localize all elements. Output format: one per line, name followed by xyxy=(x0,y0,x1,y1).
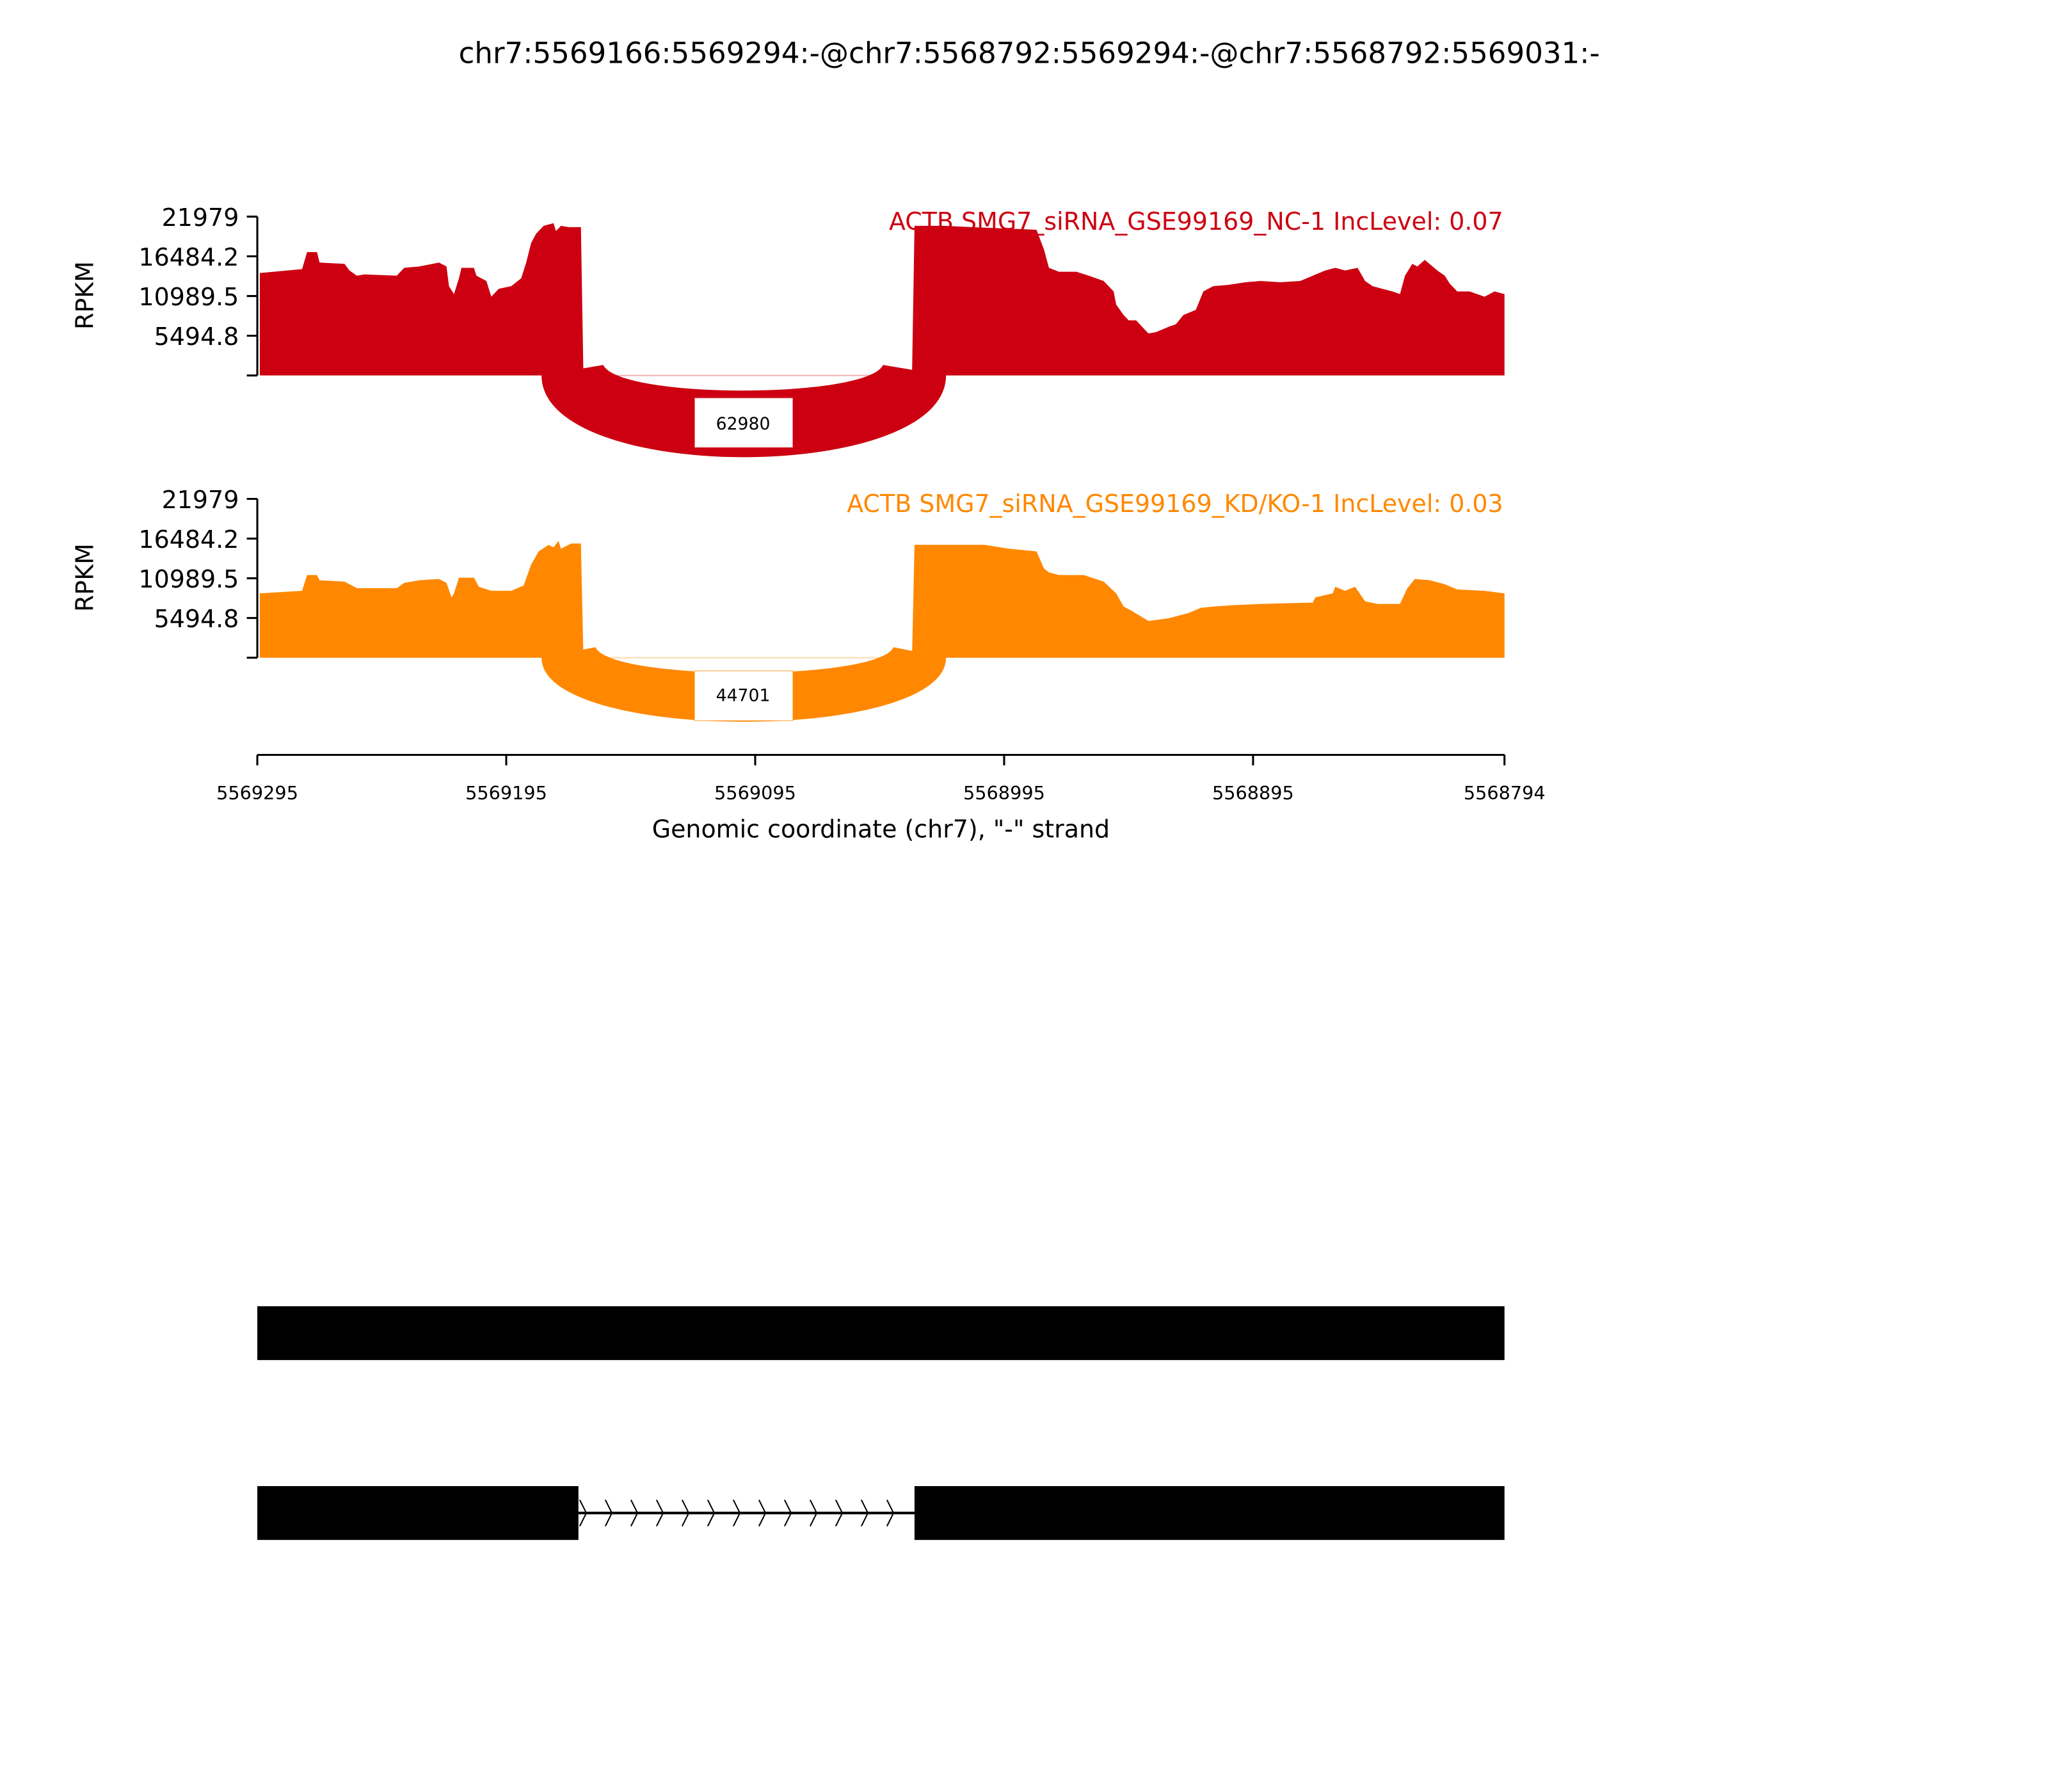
strand-chevron-icon xyxy=(886,1500,895,1527)
strand-chevron-icon xyxy=(681,1500,690,1527)
junction-count-box xyxy=(694,670,794,721)
gene-model xyxy=(257,1306,1505,1540)
junction-count-box xyxy=(694,397,794,449)
y-tick-label: 10989.5 xyxy=(138,283,239,311)
chart-title: chr7:5569166:5569294:-@chr7:5568792:5569… xyxy=(459,36,1600,70)
coverage-track-kd: ACTB SMG7_siRNA_GSE99169_KD/KO-1 IncLeve… xyxy=(71,486,1505,722)
y-tick-label: 16484.2 xyxy=(138,525,239,554)
x-tick-label: 5569295 xyxy=(216,782,298,804)
strand-chevron-icon xyxy=(707,1500,716,1527)
y-tick-label: 16484.2 xyxy=(138,243,239,271)
x-axis-label: Genomic coordinate (chr7), "-" strand xyxy=(652,815,1110,844)
y-tick-label: 21979 xyxy=(162,204,239,232)
coverage-area xyxy=(259,223,1505,376)
x-tick-label: 5568895 xyxy=(1212,782,1294,804)
strand-chevron-icon xyxy=(783,1500,792,1527)
y-tick-label: 21979 xyxy=(162,486,239,514)
y-tick-label: 5494.8 xyxy=(154,323,239,351)
track-label: ACTB SMG7_siRNA_GSE99169_KD/KO-1 IncLeve… xyxy=(847,490,1503,518)
strand-chevron-icon xyxy=(860,1500,869,1527)
exon xyxy=(914,1486,1505,1540)
coverage-area xyxy=(259,541,1505,658)
strand-chevron-icon xyxy=(835,1500,844,1527)
x-tick-label: 5569095 xyxy=(714,782,796,804)
y-tick-label: 5494.8 xyxy=(154,605,239,633)
junction-count-label: 44701 xyxy=(716,685,771,705)
x-tick-label: 5569195 xyxy=(465,782,547,804)
y-axis-label: RPKM xyxy=(71,543,99,612)
x-tick-label: 5568794 xyxy=(1464,782,1546,804)
coverage-track-nc: ACTB SMG7_siRNA_GSE99169_NC-1 IncLevel: … xyxy=(71,204,1505,458)
junction-count-label: 62980 xyxy=(716,414,771,434)
strand-chevron-icon xyxy=(809,1500,818,1527)
strand-chevron-icon xyxy=(758,1500,767,1527)
x-axis: Genomic coordinate (chr7), "-" strand 55… xyxy=(216,753,1546,844)
y-axis-label: RPKM xyxy=(71,261,99,330)
y-tick-label: 10989.5 xyxy=(138,565,239,593)
exon xyxy=(257,1306,1505,1361)
strand-chevron-icon xyxy=(579,1500,588,1527)
track-label: ACTB SMG7_siRNA_GSE99169_NC-1 IncLevel: … xyxy=(889,207,1503,236)
strand-chevron-icon xyxy=(732,1500,741,1527)
x-tick-label: 5568995 xyxy=(963,782,1045,804)
isoform xyxy=(257,1486,1505,1540)
strand-chevron-icon xyxy=(604,1500,613,1527)
strand-chevron-icon xyxy=(655,1500,664,1527)
strand-chevron-icon xyxy=(630,1500,639,1527)
isoform xyxy=(257,1306,1505,1361)
exon xyxy=(257,1486,579,1540)
